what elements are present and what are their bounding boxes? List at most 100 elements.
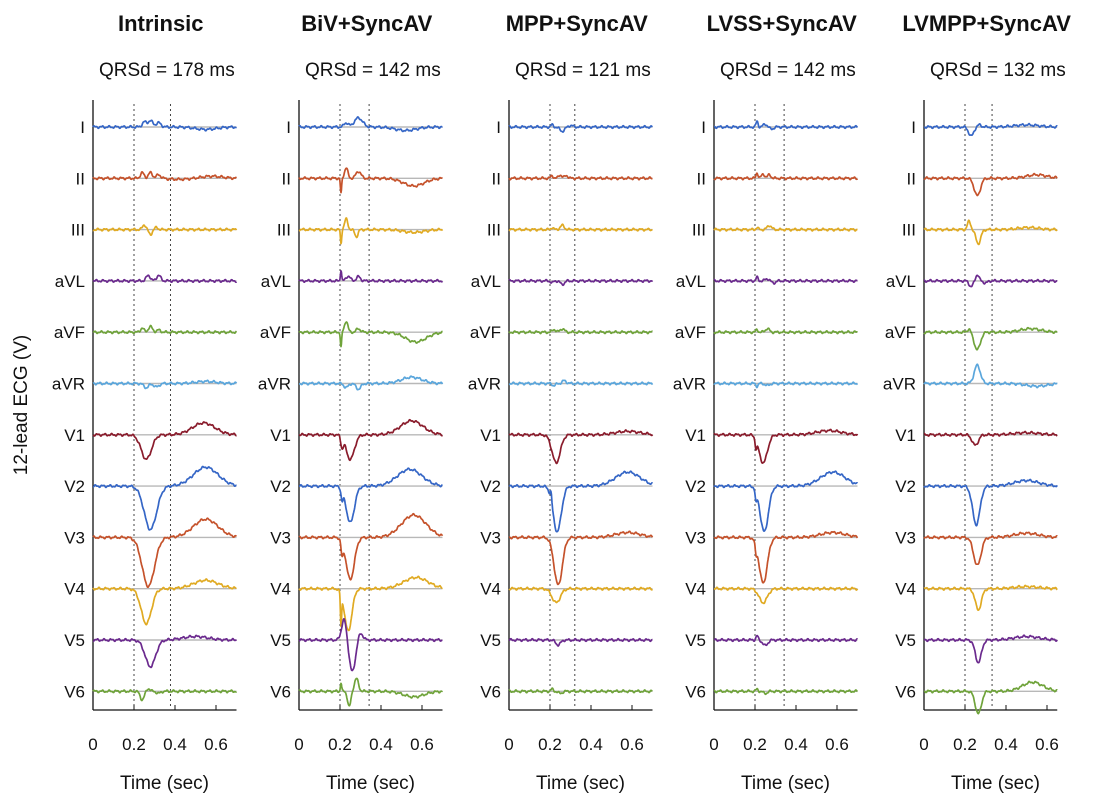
lead-label: V5 (685, 631, 706, 650)
ecg-trace-V6 (923, 680, 1058, 715)
lead-label: aVR (673, 375, 706, 394)
y-axis-label: 12-lead ECG (V) (11, 335, 32, 475)
ecg-trace-V1 (713, 428, 859, 464)
ecg-trace-III (508, 223, 654, 232)
ecg-trace-I (923, 122, 1058, 137)
ecg-trace-I (92, 119, 238, 132)
x-tick-label: 0 (919, 735, 928, 754)
x-axis-label: Time (sec) (741, 773, 830, 794)
x-tick-label: 0 (294, 735, 303, 754)
lead-label: V2 (270, 477, 291, 496)
ecg-trace-aVF (92, 324, 238, 335)
lead-label: V4 (270, 580, 291, 599)
ecg-trace-V6 (713, 687, 859, 696)
ecg-trace-V3 (298, 512, 444, 581)
ecg-trace-aVL (298, 270, 444, 284)
lead-label: II (76, 169, 85, 188)
ecg-trace-aVL (92, 274, 238, 284)
ecg-trace-aVR (713, 381, 859, 389)
x-tick-label: 0.4 (994, 735, 1018, 754)
lead-label: III (71, 221, 85, 240)
ecg-trace-V6 (298, 677, 444, 707)
lead-label: V4 (64, 580, 85, 599)
lead-label: I (496, 118, 501, 137)
lead-label: aVR (468, 375, 501, 394)
ecg-trace-V3 (923, 531, 1058, 566)
lead-label: V3 (64, 528, 85, 547)
x-tick-label: 0.2 (122, 735, 146, 754)
lead-label: V5 (480, 631, 501, 650)
lead-label: V3 (480, 528, 501, 547)
chart-root: 12-lead ECG (V) Intrinsic QRSd = 178 ms 0 0.… (11, 11, 1071, 794)
x-tick-label: 0.6 (825, 735, 849, 754)
qrs-duration-label: QRSd = 142 ms (720, 60, 856, 81)
ecg-trace-V1 (92, 421, 238, 461)
ecg-trace-V5 (298, 618, 444, 672)
qrs-duration-label: QRSd = 132 ms (930, 60, 1066, 81)
ecg-trace-V4 (508, 586, 654, 604)
x-axis-label: Time (sec) (326, 773, 415, 794)
lead-label: V1 (685, 426, 706, 445)
ecg-trace-V6 (508, 687, 654, 695)
ecg-trace-V3 (92, 517, 238, 589)
ecg-trace-V3 (508, 530, 654, 586)
ecg-trace-aVL (508, 278, 654, 287)
ecg-trace-III (92, 224, 238, 237)
lead-label: V2 (685, 477, 706, 496)
lead-label: aVF (675, 323, 706, 342)
ecg-trace-V5 (713, 634, 859, 647)
lead-label: II (282, 169, 291, 188)
x-tick-label: 0.4 (369, 735, 393, 754)
x-tick-label: 0.6 (204, 735, 228, 754)
ecg-trace-V1 (508, 429, 654, 465)
lead-label: aVF (885, 323, 916, 342)
ecg-trace-aVF (923, 326, 1058, 351)
ecg-trace-V1 (923, 430, 1058, 446)
ecg-trace-I (713, 120, 859, 131)
x-axis-label: Time (sec) (951, 773, 1040, 794)
panel-title: LVSS+SyncAV (707, 11, 858, 36)
panel-title: MPP+SyncAV (506, 11, 648, 36)
x-tick-label: 0.2 (328, 735, 352, 754)
lead-label: III (902, 221, 916, 240)
x-tick-label: 0.4 (163, 735, 187, 754)
ecg-trace-II (508, 174, 654, 181)
lead-label: aVR (258, 375, 291, 394)
x-tick-label: 0.4 (784, 735, 808, 754)
qrs-duration-label: QRSd = 142 ms (305, 60, 441, 81)
lead-label: V2 (480, 477, 501, 496)
ecg-trace-aVF (508, 328, 654, 335)
ecg-trace-II (92, 170, 238, 182)
ecg-trace-aVR (92, 379, 238, 390)
lead-label: aVF (260, 323, 291, 342)
ecg-trace-V4 (923, 584, 1058, 612)
lead-label: V4 (685, 580, 706, 599)
ecg-trace-V2 (713, 470, 859, 532)
lead-label: aVL (471, 272, 501, 291)
x-tick-label: 0.2 (743, 735, 767, 754)
lead-label: V2 (895, 477, 916, 496)
lead-label: V6 (685, 682, 706, 701)
ecg-trace-III (298, 217, 444, 245)
x-tick-label: 0.4 (579, 735, 603, 754)
lead-label: V4 (895, 580, 916, 599)
lead-label: V4 (480, 580, 501, 599)
x-axis-label: Time (sec) (120, 773, 209, 794)
ecg-trace-II (713, 172, 859, 181)
qrs-duration-label: QRSd = 121 ms (515, 60, 651, 81)
ecg-trace-V4 (298, 575, 444, 632)
ecg-trace-V2 (923, 478, 1058, 527)
ecg-trace-aVL (923, 274, 1058, 288)
ecg-trace-aVR (923, 363, 1058, 389)
lead-label: V5 (895, 631, 916, 650)
lead-label: aVF (470, 323, 501, 342)
ecg-trace-aVR (298, 375, 444, 391)
lead-label: I (911, 118, 916, 137)
lead-label: III (487, 221, 501, 240)
ecg-trace-V2 (298, 467, 444, 523)
lead-label: aVL (886, 272, 916, 291)
lead-label: aVF (54, 323, 85, 342)
lead-label: V6 (895, 682, 916, 701)
